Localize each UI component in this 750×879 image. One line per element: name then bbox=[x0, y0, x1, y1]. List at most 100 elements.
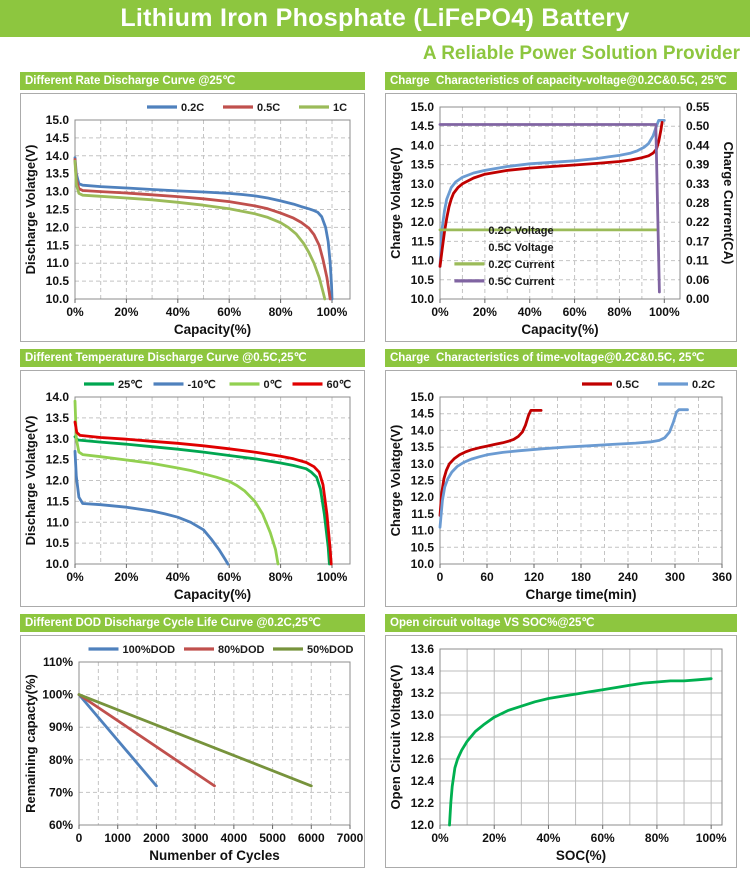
svg-text:Capacity(%): Capacity(%) bbox=[174, 322, 251, 337]
svg-text:13.4: 13.4 bbox=[411, 664, 435, 678]
svg-text:12.0: 12.0 bbox=[411, 490, 435, 504]
svg-text:0%: 0% bbox=[66, 305, 84, 319]
chart-title-bar: Different DOD Discharge Cycle Life Curve… bbox=[20, 614, 365, 632]
chart-panel-dod-cycle-life: Different DOD Discharge Cycle Life Curve… bbox=[20, 614, 365, 868]
svg-text:0%: 0% bbox=[431, 305, 449, 319]
svg-text:12.5: 12.5 bbox=[46, 203, 70, 217]
svg-text:10.5: 10.5 bbox=[46, 536, 70, 550]
svg-text:20%: 20% bbox=[482, 831, 506, 845]
svg-text:10.0: 10.0 bbox=[411, 557, 435, 571]
svg-text:0: 0 bbox=[76, 831, 83, 845]
svg-text:14.0: 14.0 bbox=[46, 390, 70, 404]
svg-text:0: 0 bbox=[437, 570, 444, 584]
svg-text:14.0: 14.0 bbox=[411, 138, 435, 152]
svg-text:14.5: 14.5 bbox=[411, 407, 435, 421]
svg-text:10.5: 10.5 bbox=[411, 540, 435, 554]
svg-text:Numenber of Cycles: Numenber of Cycles bbox=[149, 848, 280, 863]
svg-text:Discharge Volatge(V): Discharge Volatge(V) bbox=[23, 416, 38, 546]
svg-text:12.4: 12.4 bbox=[411, 774, 435, 788]
svg-text:10.0: 10.0 bbox=[411, 292, 435, 306]
svg-text:60%: 60% bbox=[217, 570, 241, 584]
svg-text:80%: 80% bbox=[645, 831, 669, 845]
svg-text:14.0: 14.0 bbox=[411, 423, 435, 437]
svg-text:100%: 100% bbox=[42, 688, 73, 702]
svg-text:0.11: 0.11 bbox=[686, 254, 709, 268]
svg-text:0%: 0% bbox=[431, 831, 449, 845]
svg-text:12.0: 12.0 bbox=[411, 818, 435, 832]
svg-text:100%: 100% bbox=[649, 305, 680, 319]
chart-canvas-charge-time-voltage: 0 60 120 180 240 300 360 10.0 10.5 11.0 11.5 12.0 12… bbox=[388, 379, 732, 602]
svg-text:100%: 100% bbox=[317, 305, 348, 319]
svg-text:0.39: 0.39 bbox=[686, 158, 710, 172]
svg-text:100%: 100% bbox=[696, 831, 727, 845]
svg-text:100%: 100% bbox=[317, 570, 348, 584]
svg-text:13.0: 13.0 bbox=[411, 177, 435, 191]
svg-text:12.2: 12.2 bbox=[411, 796, 435, 810]
page-subtitle: A Reliable Power Solution Provider bbox=[422, 43, 740, 64]
svg-text:40%: 40% bbox=[536, 831, 560, 845]
svg-text:3000: 3000 bbox=[182, 831, 209, 845]
svg-text:Charge Volatge(V): Charge Volatge(V) bbox=[388, 425, 403, 537]
svg-text:11.0: 11.0 bbox=[411, 254, 434, 268]
chart-box: 0 1000 2000 3000 4000 5000 6000 7000 60% 70% 80% 90… bbox=[20, 635, 365, 868]
svg-text:1000: 1000 bbox=[104, 831, 131, 845]
svg-text:25℃: 25℃ bbox=[118, 379, 143, 391]
svg-text:-10℃: -10℃ bbox=[188, 379, 216, 391]
svg-text:10.5: 10.5 bbox=[46, 274, 70, 288]
svg-text:SOC(%): SOC(%) bbox=[556, 848, 606, 863]
charts-grid: Different Rate Discharge Curve @25℃ 0% 20… bbox=[0, 72, 750, 868]
svg-text:0%: 0% bbox=[66, 570, 84, 584]
chart-canvas-ocv-soc: 0% 20% 40% 60% 80% 100% 12.0 12.2 12.4 12.6 12.8 13… bbox=[388, 642, 727, 863]
chart-box: 0% 20% 40% 60% 80% 100% 12.0 12.2 12.4 12.6 12.8 13… bbox=[385, 635, 737, 868]
svg-text:11.0: 11.0 bbox=[411, 524, 434, 538]
svg-text:90%: 90% bbox=[49, 720, 73, 734]
svg-text:6000: 6000 bbox=[298, 831, 325, 845]
svg-text:0℃: 0℃ bbox=[264, 379, 282, 391]
svg-text:Charge Volatge(V): Charge Volatge(V) bbox=[388, 147, 403, 259]
svg-text:0.2C: 0.2C bbox=[181, 102, 204, 114]
svg-text:13.5: 13.5 bbox=[411, 440, 435, 454]
svg-text:4000: 4000 bbox=[221, 831, 248, 845]
svg-text:0.5C: 0.5C bbox=[616, 379, 639, 391]
svg-text:60%: 60% bbox=[591, 831, 615, 845]
chart-panel-charge-capacity-voltage: Charge Characteristics of capacity-volta… bbox=[385, 72, 737, 342]
svg-text:60%: 60% bbox=[563, 305, 587, 319]
svg-text:180: 180 bbox=[571, 570, 591, 584]
svg-text:0.28: 0.28 bbox=[686, 196, 710, 210]
svg-text:Remaining capacty(%): Remaining capacty(%) bbox=[23, 674, 38, 813]
svg-text:11.0: 11.0 bbox=[46, 515, 69, 529]
chart-box: 0 60 120 180 240 300 360 10.0 10.5 11.0 11.5 12.0 12… bbox=[385, 370, 737, 607]
svg-text:13.5: 13.5 bbox=[411, 158, 435, 172]
chart-title-bar: Charge Characteristics of time-voltage@0… bbox=[385, 349, 737, 367]
chart-panel-ocv-soc: Open circuit voltage VS SOC%@25℃ 0% 20% 40… bbox=[385, 614, 737, 868]
svg-text:15.0: 15.0 bbox=[411, 390, 435, 404]
chart-canvas-rate-discharge: 0% 20% 40% 60% 80% 100% 10.0 10.5 11.0 11.5 12.0 12… bbox=[23, 102, 351, 337]
svg-text:12.5: 12.5 bbox=[46, 453, 70, 467]
svg-text:0.06: 0.06 bbox=[686, 273, 710, 287]
svg-text:13.5: 13.5 bbox=[46, 167, 70, 181]
svg-text:13.2: 13.2 bbox=[411, 686, 435, 700]
svg-text:40%: 40% bbox=[166, 305, 190, 319]
svg-text:0.2C Voltage: 0.2C Voltage bbox=[488, 225, 553, 237]
chart-title-bar: Different Rate Discharge Curve @25℃ bbox=[20, 72, 365, 90]
svg-text:Capacity(%): Capacity(%) bbox=[174, 587, 251, 602]
svg-text:80%DOD: 80%DOD bbox=[218, 644, 265, 656]
svg-text:60℃: 60℃ bbox=[327, 379, 352, 391]
svg-text:14.5: 14.5 bbox=[411, 119, 435, 133]
chart-box: 0% 20% 40% 60% 80% 100% 10.0 10.5 11.0 11.5 12.0 12… bbox=[385, 93, 737, 342]
svg-text:14.5: 14.5 bbox=[46, 131, 70, 145]
svg-text:360: 360 bbox=[712, 570, 732, 584]
svg-text:11.0: 11.0 bbox=[46, 256, 69, 270]
chart-box: 0% 20% 40% 60% 80% 100% 10.0 10.5 11.0 11.5 12.0 12… bbox=[20, 370, 365, 607]
svg-text:80%: 80% bbox=[607, 305, 631, 319]
svg-text:Charge Current(CA): Charge Current(CA) bbox=[721, 142, 736, 265]
svg-text:80%: 80% bbox=[269, 570, 293, 584]
svg-text:60%: 60% bbox=[49, 818, 73, 832]
svg-text:0.2C Current: 0.2C Current bbox=[488, 259, 554, 271]
svg-text:240: 240 bbox=[618, 570, 638, 584]
svg-text:20%: 20% bbox=[473, 305, 497, 319]
svg-text:80%: 80% bbox=[269, 305, 293, 319]
chart-box: 0% 20% 40% 60% 80% 100% 10.0 10.5 11.0 11.5 12.0 12… bbox=[20, 93, 365, 342]
svg-text:60: 60 bbox=[480, 570, 494, 584]
svg-text:15.0: 15.0 bbox=[46, 113, 70, 127]
